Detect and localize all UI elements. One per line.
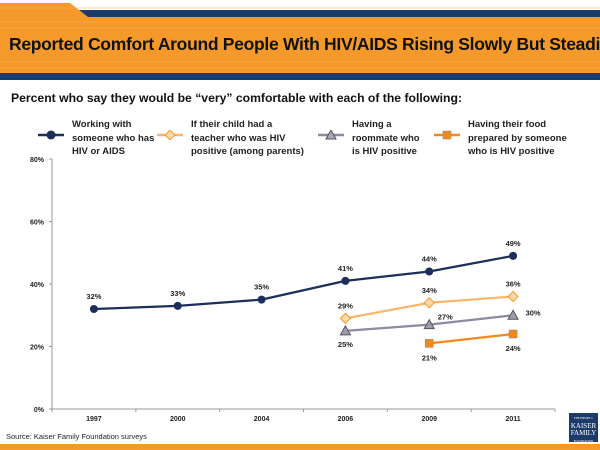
chart-subtitle: Percent who say they would be “very” com… — [11, 91, 463, 105]
square-marker-icon — [434, 130, 460, 140]
circle-marker-icon — [38, 130, 64, 140]
data-label: 34% — [422, 286, 437, 295]
line-chart: 0% 20% 40% 60% 80% 1997 2000 2004 2006 2009 2011 32… — [30, 157, 556, 423]
y-tick-label: 40% — [30, 282, 45, 289]
data-label: 41% — [338, 264, 353, 273]
data-point — [509, 251, 518, 260]
legend-label: Working with someone who has HIV or AIDS — [72, 119, 155, 157]
legend-label: Having their food prepared by someone wh… — [468, 119, 567, 157]
data-point — [257, 295, 266, 304]
data-point — [173, 301, 182, 310]
legend-item-food: Having their food prepared by someone wh… — [434, 118, 578, 159]
data-point — [508, 329, 518, 339]
data-point — [89, 305, 98, 313]
data-label: 36% — [506, 280, 521, 289]
source-note: Source: Kaiser Family Foundation surveys — [6, 432, 147, 441]
header-banner — [0, 3, 600, 80]
y-tick-label: 0% — [34, 407, 45, 414]
x-tick-label: 2011 — [505, 416, 520, 423]
footer-bar — [0, 444, 600, 450]
legend-item-working: Working with someone who has HIV or AIDS — [38, 118, 157, 159]
data-label: 29% — [338, 301, 353, 310]
y-tick-label: 60% — [30, 220, 45, 227]
data-label: 35% — [254, 283, 269, 292]
data-label: 27% — [438, 313, 453, 322]
data-point — [425, 267, 434, 276]
data-point — [423, 297, 435, 309]
data-point — [507, 309, 519, 320]
x-tick-label: 2006 — [338, 416, 354, 423]
data-point — [339, 324, 352, 336]
data-point — [339, 312, 352, 325]
data-label: 49% — [506, 239, 521, 248]
x-tick-label: 2000 — [170, 416, 186, 423]
kaiser-logo: THE HENRY J. KAISER FAMILY FOUNDATION — [569, 413, 598, 443]
x-tick-label: 2004 — [254, 416, 270, 423]
data-point — [341, 276, 350, 285]
data-label: 30% — [526, 308, 541, 317]
page-title: Reported Comfort Around People With HIV/… — [9, 34, 600, 54]
data-label: 44% — [422, 255, 437, 264]
data-label: 25% — [338, 340, 353, 349]
data-label: 21% — [422, 353, 437, 362]
legend-label: If their child had a teacher who was HIV… — [191, 119, 304, 157]
x-tick-label: 2009 — [421, 416, 437, 423]
data-label: 24% — [506, 344, 521, 353]
data-point — [423, 318, 436, 330]
data-point — [507, 290, 519, 303]
y-tick-label: 80% — [30, 157, 45, 164]
triangle-marker-icon — [318, 130, 344, 140]
series-line-3 — [429, 332, 514, 345]
legend-label: Having a roommate who is HIV positive — [352, 119, 420, 157]
x-tick-label: 1997 — [86, 416, 102, 423]
data-point — [425, 339, 434, 348]
legend-item-teacher: If their child had a teacher who was HIV… — [157, 118, 306, 159]
y-tick-label: 20% — [30, 345, 45, 352]
data-label: 32% — [86, 292, 101, 301]
data-label: 33% — [170, 289, 185, 298]
series-line-0 — [93, 254, 514, 311]
diamond-marker-icon — [157, 130, 183, 140]
legend-item-roommate: Having a roommate who is HIV positive — [318, 118, 427, 159]
